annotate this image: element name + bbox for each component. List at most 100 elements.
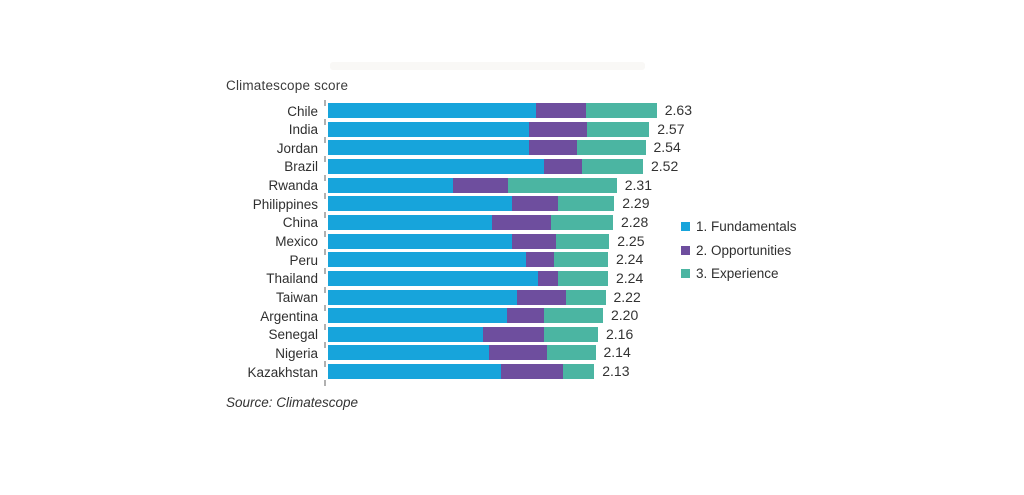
bar-row: [328, 214, 613, 230]
bar-row: [328, 308, 603, 324]
bar-segment-experience: [576, 140, 646, 156]
bar-row: [328, 364, 595, 380]
bar-row: [328, 140, 646, 156]
category-label: Peru: [289, 252, 318, 268]
category-label: Jordan: [276, 140, 318, 156]
bar-segment-opportunities: [529, 121, 587, 137]
bar-segment-experience: [544, 326, 598, 342]
category-label: Chile: [287, 103, 318, 119]
value-label: 2.16: [606, 325, 634, 342]
value-label: 2.28: [621, 213, 649, 230]
axis-tick: [324, 305, 326, 312]
value-label: 2.52: [651, 157, 679, 174]
bar-segment-fundamentals: [328, 326, 483, 342]
bar-row: [328, 121, 650, 137]
axis-tick: [324, 323, 326, 330]
bar-segment-opportunities: [525, 252, 555, 268]
axis-tick: [324, 342, 326, 349]
category-label: Argentina: [260, 308, 318, 324]
bar-segment-experience: [544, 308, 603, 324]
value-label: 2.14: [603, 344, 631, 361]
legend-label: 2. Opportunities: [696, 242, 792, 258]
category-label: India: [288, 122, 318, 138]
legend-item: 1. Fundamentals: [681, 215, 797, 239]
axis-tick: [324, 174, 326, 181]
chart-title: Climatescope score: [226, 78, 349, 93]
legend-item: 2. Opportunities: [681, 239, 797, 263]
axis-tick: [324, 100, 326, 106]
value-label: 2.20: [611, 307, 639, 324]
category-label: Nigeria: [275, 345, 318, 361]
bar-segment-experience: [563, 364, 595, 380]
bar-segment-experience: [558, 270, 608, 286]
bar-segment-opportunities: [453, 177, 508, 193]
plot-area: Chile 2.63 India 2.57 Jordan 2.54 Brazil 2.52 Rw…: [0, 100, 1024, 393]
cropped-text-artifact: [330, 62, 645, 70]
bar-row: [328, 289, 606, 305]
axis-tick: [324, 230, 326, 237]
bar-segment-experience: [565, 289, 606, 305]
value-label: 2.25: [617, 232, 645, 249]
bar-segment-opportunities: [506, 308, 545, 324]
axis-tick: [324, 267, 326, 274]
value-label: 2.31: [624, 176, 652, 193]
bar-segment-opportunities: [500, 364, 563, 380]
bar-segment-opportunities: [489, 345, 547, 361]
bar-segment-experience: [581, 158, 643, 174]
axis-tick: [324, 286, 326, 293]
bar-segment-fundamentals: [328, 196, 512, 212]
category-label: Senegal: [268, 327, 318, 343]
bar-segment-opportunities: [511, 196, 558, 212]
value-label: 2.24: [616, 269, 644, 286]
bar-segment-experience: [555, 233, 610, 249]
bar-segment-fundamentals: [328, 158, 545, 174]
axis-tick: [324, 211, 326, 218]
value-label: 2.24: [616, 251, 644, 268]
bar-segment-fundamentals: [328, 214, 492, 230]
category-label: Rwanda: [268, 178, 318, 194]
legend-swatch-icon: [681, 245, 690, 255]
bar-segment-opportunities: [491, 214, 551, 230]
bar-segment-fundamentals: [328, 177, 453, 193]
value-label: 2.22: [613, 288, 641, 305]
bar-segment-opportunities: [538, 270, 558, 286]
bar-segment-fundamentals: [328, 140, 530, 156]
category-label: Thailand: [266, 271, 318, 287]
category-label: Philippines: [252, 196, 318, 212]
bar-segment-opportunities: [535, 103, 586, 118]
category-label: Brazil: [284, 159, 318, 175]
bar-segment-experience: [554, 252, 608, 268]
bar-segment-experience: [585, 103, 657, 118]
bar-segment-opportunities: [544, 158, 582, 174]
value-label: 2.29: [622, 195, 650, 212]
value-label: 2.54: [653, 139, 681, 156]
bar-row: [328, 177, 617, 193]
bar-segment-fundamentals: [328, 345, 490, 361]
bar-segment-fundamentals: [328, 252, 526, 268]
bar-row: [328, 270, 608, 286]
value-label: 2.63: [664, 102, 692, 118]
bar-segment-fundamentals: [328, 364, 501, 380]
bar-row: [328, 233, 610, 249]
axis-tick: [324, 361, 326, 368]
legend-item: 3. Experience: [681, 262, 797, 286]
bar-segment-fundamentals: [328, 289, 517, 305]
bar-segment-experience: [550, 214, 613, 230]
source-note: Source: Climatescope: [226, 395, 359, 410]
bar-segment-fundamentals: [328, 308, 507, 324]
category-label: Mexico: [275, 234, 318, 250]
bar-segment-fundamentals: [328, 103, 536, 118]
bar-row: [328, 252, 608, 268]
legend-swatch-icon: [681, 269, 690, 279]
category-label: China: [282, 215, 318, 231]
legend-label: 1. Fundamentals: [696, 219, 797, 235]
legend-label: 3. Experience: [696, 266, 779, 282]
bar-segment-opportunities: [516, 289, 566, 305]
axis-tick: [324, 379, 326, 386]
bar-segment-fundamentals: [328, 270, 538, 286]
bar-row: [328, 326, 598, 342]
value-label: 2.57: [657, 120, 685, 137]
axis-tick: [324, 118, 326, 125]
bar-segment-fundamentals: [328, 121, 530, 137]
axis-tick: [324, 249, 326, 256]
